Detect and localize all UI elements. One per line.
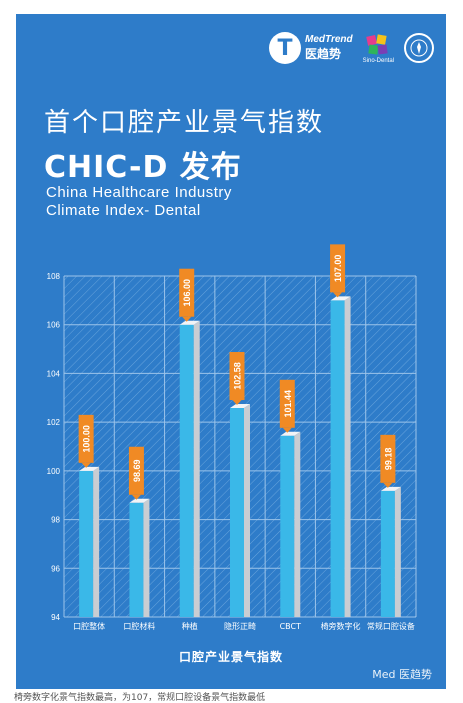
data-label: 101.44 [283,390,293,418]
x-tick-label: 口腔材料 [123,621,155,631]
value-tag-pointer [81,462,91,468]
bar-front [129,502,144,617]
bar-top [330,296,351,301]
bar-front [79,470,94,617]
watermark: Med 医趋势 [372,668,432,681]
bar [79,466,100,617]
bar-side [244,404,250,617]
y-tick-label: 108 [47,272,61,281]
bar-front [380,490,395,617]
bar-side [193,320,200,617]
value-tag-box [78,414,94,463]
value-tag-box [179,268,195,317]
value-tag-box [330,244,346,293]
bar-side [344,296,351,617]
y-tick-label: 96 [51,564,60,573]
value-tag-pointer [282,427,292,433]
y-tick-label: 100 [47,467,61,476]
x-tick-label: CBCT [280,622,302,631]
value-tag-box [279,379,295,428]
bar-top [79,466,100,471]
data-label: 102.58 [233,362,243,390]
association-seal-icon [404,33,434,63]
y-tick-label: 94 [51,613,60,622]
y-tick-label: 98 [51,516,60,525]
bar-front [179,324,194,617]
medtrend-logo: T MedTrend 医趋势 [269,32,353,64]
value-tag: 101.44 [279,379,295,433]
bar [179,320,200,617]
bar [330,296,351,617]
x-tick-label: 常规口腔设备 [367,621,415,631]
caption-fragment: 椅旁数字化景气指数最高，为107，常规口腔设备景气指数最低 [14,693,266,703]
sino-dental-logo: Sino-Dental [363,33,394,64]
value-tag-box [128,446,144,495]
bar-front [230,408,244,617]
y-tick-label: 102 [47,418,61,427]
brand-en: MedTrend [305,34,353,45]
chart-title: 口腔产业景气指数 [178,650,283,664]
brand-cn: 医趋势 [305,47,342,61]
value-tag: 99.18 [380,434,396,488]
value-tag: 100.00 [78,414,94,468]
title-en-line2: Climate Index- Dental [46,202,201,219]
x-tick-label: 种植 [182,621,198,631]
value-tag: 102.58 [229,352,245,406]
title-en-line1: China Healthcare Industry [46,184,232,201]
title-cn: 首个口腔产业景气指数 [44,108,325,138]
bar [280,431,301,617]
y-tick-label: 104 [47,369,61,378]
bar [129,498,150,617]
bar-front [330,300,345,617]
value-tag-box [380,434,396,483]
bar-front [280,435,295,617]
data-label: 99.18 [383,448,393,471]
bar-top [280,431,301,436]
bar [380,486,401,617]
bar-side [143,498,150,617]
data-label: 100.00 [82,425,92,453]
bar-chart: 94 96 98 100 102 104 106 108 100.00 98.69 106.00 1… [47,244,417,631]
value-tag-pointer [232,400,242,406]
value-tag-pointer [333,292,343,298]
data-label: 98.69 [132,459,142,482]
title-big: CHIC-D 发布 [44,150,242,185]
t-logo-icon: T [269,32,302,64]
sino-dental-icon [366,33,388,55]
data-label: 106.00 [182,279,192,307]
bar-side [294,431,301,617]
value-tag: 98.69 [128,446,144,500]
bar [230,404,250,617]
logo-bar: T MedTrend 医趋势 Sino-Dental [269,28,434,68]
data-label: 107.00 [333,255,343,283]
bar-top [179,320,200,325]
bar-side [394,486,401,617]
value-tag-box [229,352,245,401]
poster: T MedTrend 医趋势 Sino-Dental 首个口腔产业景气指数 CH… [16,14,446,689]
x-tick-label: 隐形正畸 [224,621,256,631]
value-tag-pointer [131,494,141,500]
value-tag: 107.00 [330,244,346,298]
bar-top [129,498,150,503]
x-tick-label: 口腔整体 [73,621,105,631]
value-tag-pointer [182,316,192,322]
bar-side [93,466,100,617]
y-tick-label: 106 [47,321,61,330]
bar-top [230,404,250,409]
value-tag-pointer [383,482,393,488]
x-tick-label: 椅旁数字化 [321,621,361,631]
bar-top [380,486,401,491]
value-tag: 106.00 [179,268,195,322]
sino-dental-label: Sino-Dental [362,57,394,64]
